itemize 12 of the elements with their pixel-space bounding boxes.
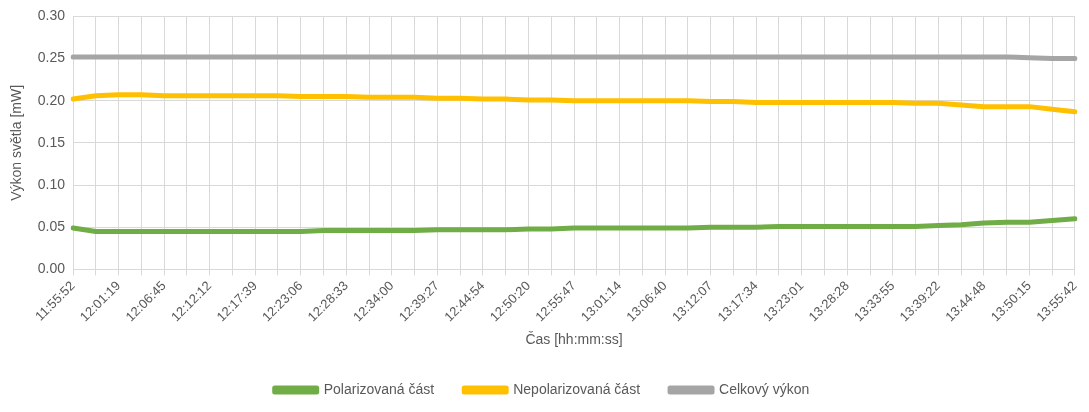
y-tick-label: 0.25 [37,49,66,66]
y-tick-label: 0.10 [37,175,66,192]
y-tick-label: 0.30 [37,7,66,24]
legend-label: Polarizovaná část [323,380,435,397]
x-axis-title: Čas [hh:mm:ss] [525,331,623,348]
y-tick-label: 0.15 [37,133,66,150]
y-tick-label: 0.05 [37,218,66,235]
y-tick-label: 0.00 [37,260,66,277]
y-tick-label: 0.20 [37,91,66,108]
legend-label: Celkový výkon [719,380,810,397]
legend-label: Nepolarizovaná část [513,380,641,397]
y-axis-title: Výkon světla [mW] [8,84,25,201]
